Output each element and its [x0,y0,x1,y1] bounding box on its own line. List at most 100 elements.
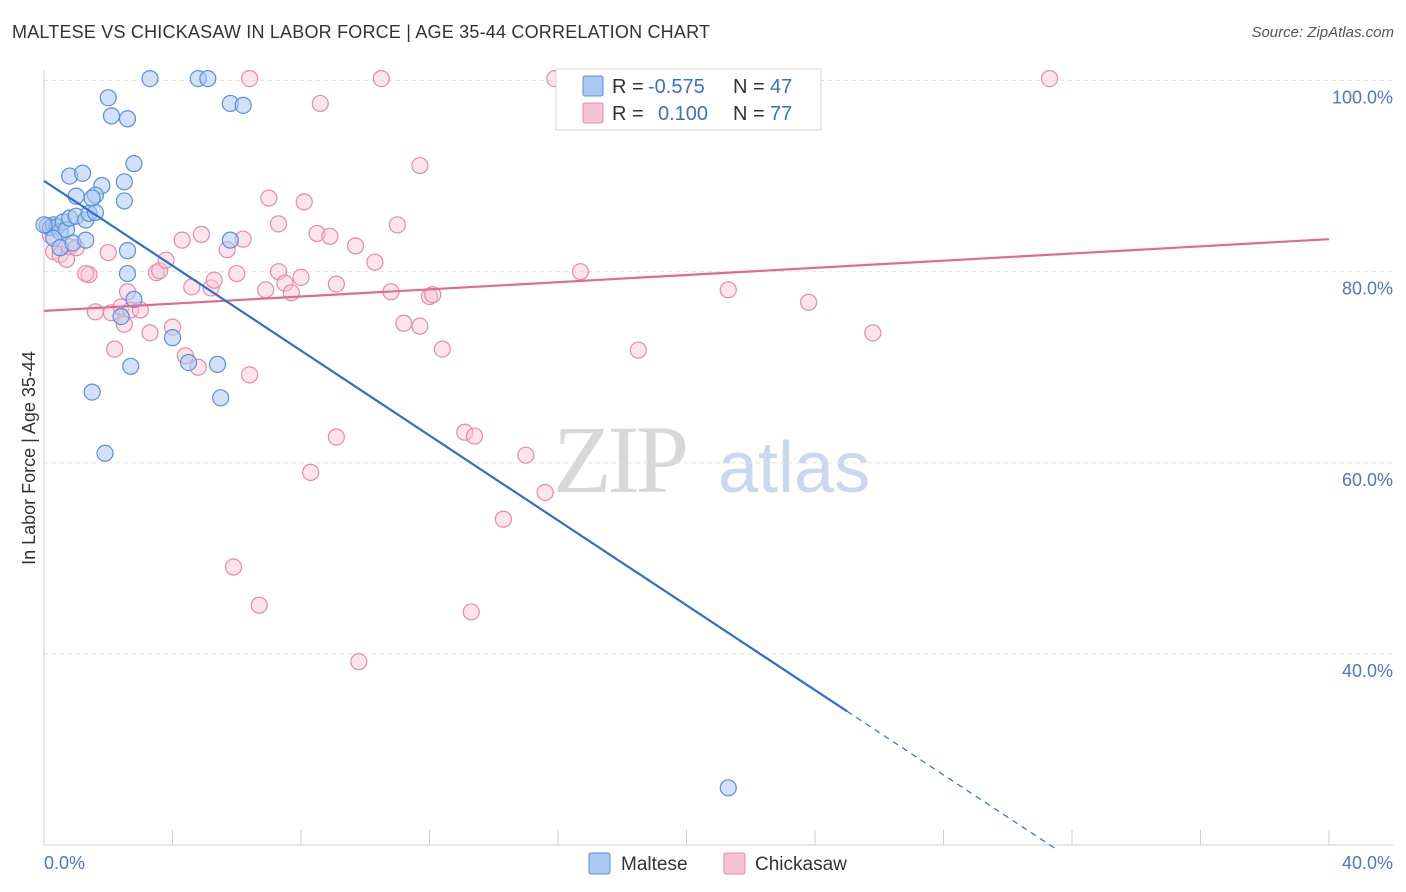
chickasaw-point [241,69,259,88]
maltese-trend-line [43,179,848,713]
chickasaw-point [327,428,345,446]
maltese-point [118,242,137,260]
chickasaw-point [141,324,159,342]
y-tick-label: 60.0% [1342,470,1393,490]
maltese-point [179,353,198,372]
chickasaw-point [151,262,169,280]
legend-r-label-chickasaw: R = [612,103,644,125]
maltese-point [125,155,143,173]
chickasaw-point [302,463,320,481]
chickasaw-point [517,446,535,464]
watermark-atlas: atlas [718,428,870,508]
chickasaw-point [366,253,384,271]
chickasaw-point [799,293,818,311]
chickasaw-point [260,189,278,207]
trend-lines [43,179,1330,850]
chickasaw-points [41,69,1059,671]
chickasaw-point [257,281,275,299]
maltese-point [35,216,53,234]
legend-n-label-chickasaw: N = [733,103,765,125]
chickasaw-point [536,483,554,502]
chickasaw-point [77,264,95,283]
maltese-point [118,264,137,283]
legend-r-value-maltese: -0.575 [648,76,705,98]
y-tick-label: 100.0% [1332,88,1393,108]
maltese-point [118,110,137,128]
chickasaw-point [106,340,124,358]
maltese-point [102,107,121,125]
chickasaw-point [864,324,882,342]
legend-swatch-chickasaw [582,102,604,124]
watermark: ZIP atlas [553,406,870,513]
y-tick-label: 40.0% [1342,661,1393,681]
maltese-points [35,69,737,797]
maltese-point [99,89,117,107]
maltese-point [125,290,143,308]
legend: R = -0.575 N = 47 R = 0.100 N = 77 [555,68,822,131]
chickasaw-trend-line [43,238,1330,312]
axes [43,70,1393,846]
y-axis-label: In Labor Force | Age 35-44 [19,351,39,565]
legend-n-value-chickasaw: 77 [770,103,792,125]
chickasaw-point [228,264,246,283]
chickasaw-point [456,423,474,441]
x-ticks [43,830,1330,845]
chickasaw-point [424,286,442,304]
chickasaw-point [494,510,512,528]
chickasaw-point [99,243,117,262]
legend-r-value-chickasaw: 0.100 [658,103,708,125]
chickasaw-point [462,603,480,621]
chickasaw-point [276,274,294,292]
chickasaw-point [372,69,390,88]
maltese-point [163,329,182,347]
legend-n-value-maltese: 47 [770,76,792,98]
chickasaw-point [411,156,429,175]
bottom-legend: Maltese Chickasaw [588,852,847,875]
chickasaw-point [224,558,243,576]
chickasaw-point [350,653,368,671]
legend-n-label-maltese: N = [733,76,765,98]
x-tick-label-max: 40.0% [1342,853,1393,873]
chickasaw-point [269,215,288,233]
bottom-legend-chickasaw: Chickasaw [755,854,847,875]
chickasaw-point [295,193,313,211]
maltese-trend-extension [846,710,1057,850]
maltese-point [77,231,95,249]
maltese-point [208,355,227,373]
chart-title: MALTESE VS CHICKASAW IN LABOR FORCE | AG… [12,22,711,42]
maltese-point [83,189,101,207]
y-tick-labels: 40.0% 60.0% 80.0% 100.0% [1332,88,1393,682]
maltese-point [115,173,133,191]
chickasaw-point [250,596,268,614]
bottom-legend-swatch-chickasaw [723,852,746,875]
bottom-legend-swatch-maltese [588,852,611,875]
maltese-point [234,96,252,114]
x-tick-label-min: 0.0% [44,853,85,873]
chickasaw-point [629,341,647,359]
chickasaw-point [327,275,345,293]
maltese-point [212,389,230,407]
y-tick-label: 80.0% [1342,279,1393,299]
chickasaw-point [1040,69,1059,88]
chickasaw-point [241,366,259,384]
chickasaw-point [433,340,451,358]
maltese-point [96,444,114,462]
maltese-point [83,383,101,401]
chickasaw-point [173,231,191,249]
chickasaw-point [308,224,326,243]
legend-swatch-maltese [582,75,604,97]
maltese-point [199,69,217,88]
maltese-point [122,357,140,375]
maltese-point [221,231,239,249]
chickasaw-point [571,263,590,281]
maltese-point [141,69,159,88]
chickasaw-point [321,227,339,245]
chickasaw-point [395,314,413,332]
chickasaw-point [86,303,105,321]
chickasaw-point [205,271,223,289]
chickasaw-point [292,268,310,287]
chickasaw-point [465,427,484,445]
chickasaw-point [347,237,365,255]
source-label: Source: ZipAtlas.com [1251,24,1394,41]
